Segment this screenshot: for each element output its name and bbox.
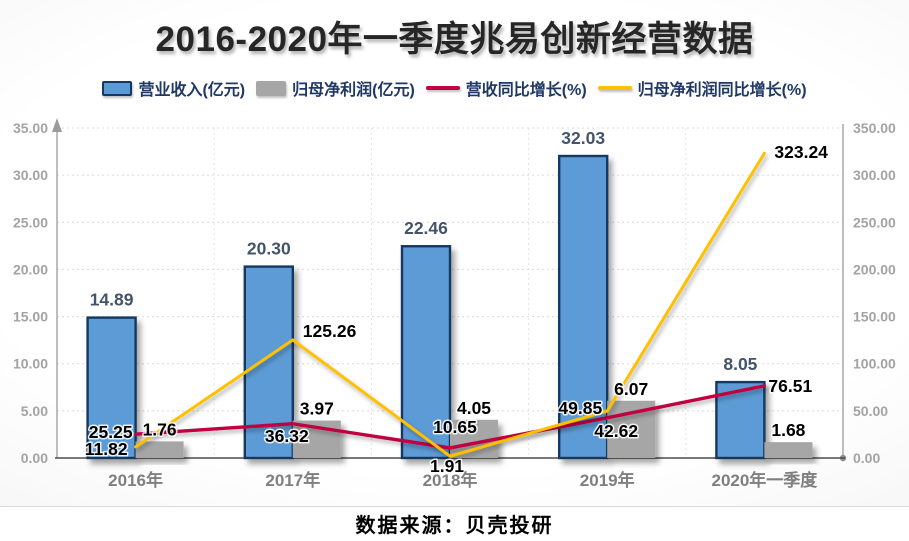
- legend-label-revenue-growth: 营收同比增长(%): [465, 82, 587, 99]
- profit-growth-line: [134, 151, 766, 458]
- x-axis-label: 2020年一季度: [711, 470, 818, 490]
- x-axis-label: 2019年: [580, 470, 635, 490]
- right-axis-tick: 0.00: [853, 450, 880, 466]
- profit-growth-line-swatch-icon: [597, 86, 632, 90]
- revenue-bar: [400, 245, 452, 460]
- right-axis-tick: 300.00: [853, 167, 896, 183]
- legend-label-revenue: 营业收入(亿元): [138, 82, 246, 99]
- net-profit-bar: [764, 442, 813, 458]
- revenue-growth-line-swatch-icon: [425, 86, 460, 90]
- net-profit-bar: [135, 441, 184, 458]
- value-label-营收同比增长(%)-2020年一季度: 76.51: [768, 376, 812, 396]
- legend-label-profit-growth: 归母净利润同比增长(%): [637, 82, 807, 99]
- value-label-归母净利润(亿元)-2016年: 1.76: [143, 419, 177, 439]
- x-axis-label: 2016年: [108, 470, 163, 490]
- value-label-营收同比增长(%)-2019年: 42.62: [594, 421, 638, 441]
- chart-title: 2016-2020年一季度兆易创新经营数据: [155, 20, 754, 59]
- left-axis-tick: 25.00: [13, 214, 48, 230]
- data-source-caption: 数据来源：贝壳投研: [355, 515, 554, 537]
- value-label-归母净利润同比增长(%)-2016年: 11.82: [85, 439, 128, 459]
- value-label-营业收入(亿元)-2020年一季度: 8.05: [723, 354, 757, 374]
- legend-item-net-profit: 归母净利润(亿元): [256, 76, 415, 100]
- left-axis-tick: 15.00: [13, 309, 48, 325]
- right-axis-tick: 200.00: [853, 261, 896, 277]
- legend-item-profit-growth: 归母净利润同比增长(%): [597, 76, 807, 100]
- right-axis-tick: 250.00: [853, 214, 896, 230]
- value-label-归母净利润(亿元)-2018年: 4.05: [457, 398, 491, 418]
- value-label-营业收入(亿元)-2016年: 14.89: [90, 290, 134, 310]
- value-label-营业收入(亿元)-2019年: 32.03: [561, 128, 605, 148]
- x-axis-label: 2017年: [265, 470, 320, 490]
- value-label-营业收入(亿元)-2018年: 22.46: [404, 218, 448, 238]
- legend-item-revenue: 营业收入(亿元): [102, 76, 245, 100]
- x-axis-label: 2018年: [423, 470, 478, 490]
- revenue-bar: [558, 154, 609, 460]
- net-profit-bar-swatch-icon: [256, 80, 287, 96]
- revenue-bar: [86, 316, 137, 460]
- left-axis-tick: 0.00: [21, 450, 48, 466]
- right-axis-tick: 50.00: [853, 403, 888, 419]
- right-axis-tick: 100.00: [853, 356, 896, 372]
- left-axis-tick: 20.00: [13, 261, 48, 277]
- legend: 营业收入(亿元) 归母净利润(亿元) 营收同比增长(%) 归母净利润同比增长(%…: [0, 76, 909, 100]
- value-label-营收同比增长(%)-2016年: 25.25: [89, 422, 133, 442]
- left-axis-tick: 30.00: [13, 167, 48, 183]
- left-axis-tick: 10.00: [13, 356, 48, 372]
- value-label-归母净利润(亿元)-2019年: 6.07: [614, 379, 648, 399]
- value-label-归母净利润(亿元)-2020年一季度: 1.68: [771, 420, 805, 440]
- left-axis-tick: 35.00: [13, 120, 48, 136]
- value-label-归母净利润同比增长(%)-2020年一季度: 323.24: [774, 142, 828, 162]
- right-axis-tick: 350.00: [853, 120, 896, 136]
- value-label-归母净利润同比增长(%)-2017年: 125.26: [303, 321, 357, 341]
- axis-arrow-icon: [52, 118, 62, 132]
- legend-label-net-profit: 归母净利润(亿元): [292, 82, 415, 99]
- value-label-归母净利润同比增长(%)-2019年: 49.85: [558, 398, 602, 418]
- value-label-营收同比增长(%)-2018年: 10.65: [433, 417, 477, 437]
- value-label-归母净利润(亿元)-2017年: 3.97: [300, 399, 334, 419]
- value-label-归母净利润同比增长(%)-2018年: 1.91: [430, 456, 464, 476]
- value-label-营收同比增长(%)-2017年: 36.32: [265, 426, 309, 446]
- revenue-growth-line: [133, 384, 767, 450]
- value-label-营业收入(亿元)-2017年: 20.30: [247, 239, 291, 259]
- left-axis-tick: 5.00: [21, 403, 48, 419]
- revenue-bar-swatch-icon: [102, 80, 133, 96]
- legend-item-revenue-growth: 营收同比增长(%): [425, 76, 587, 100]
- right-axis-tick: 150.00: [853, 309, 896, 325]
